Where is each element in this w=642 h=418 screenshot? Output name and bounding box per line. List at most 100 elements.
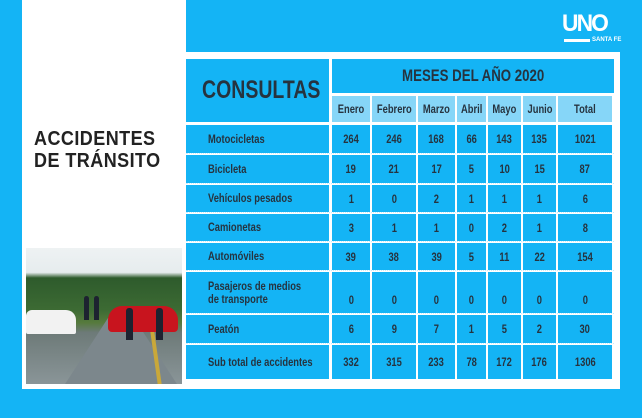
table-cell-text: 1 [348, 191, 354, 206]
top-banner [186, 0, 620, 52]
table-cell-text: 0 [433, 293, 440, 307]
table-cell: 1021 [558, 125, 612, 153]
table-cell-text: 2 [433, 191, 440, 206]
table-cell: 5 [488, 315, 521, 343]
table-cell-text: 172 [496, 355, 513, 369]
table-cell: 78 [457, 345, 486, 379]
table-cell-text: 0 [468, 293, 475, 307]
row-label-text: Pasajeros de medios de transporte [208, 278, 302, 306]
table-cell-text: 19 [345, 162, 357, 176]
logo-text: UNO [562, 10, 609, 37]
table-cell-text: 246 [386, 132, 402, 146]
accident-photo [26, 248, 182, 384]
table-cell: 66 [457, 125, 486, 153]
table-cell-text: 0 [391, 191, 397, 206]
corner-header: CONSULTAS [186, 59, 329, 122]
table-cell: 246 [372, 125, 416, 153]
table-cell-text: 0 [582, 293, 588, 307]
table-cell: 5 [457, 155, 486, 183]
corner-header-text: CONSULTAS [202, 76, 321, 104]
table-cell: 0 [457, 272, 486, 313]
table-cell: 264 [332, 125, 370, 153]
table-cell-text: 6 [582, 191, 588, 206]
table-cell-text: 1021 [574, 132, 596, 146]
title-line-2: DE TRÁNSITO [34, 150, 161, 172]
table-cell: 233 [418, 345, 455, 379]
table-cell: 1 [418, 214, 455, 241]
table-cell: 0 [418, 272, 455, 313]
table-cell-text: 21 [388, 162, 400, 176]
table-cell: 176 [523, 345, 556, 379]
infographic-title: ACCIDENTES DE TRÁNSITO [34, 128, 161, 172]
table-cell-text: 66 [466, 132, 477, 146]
table-cell-text: 8 [582, 220, 588, 235]
row-label: Automóviles [186, 243, 329, 270]
row-label-text: Camionetas [208, 220, 262, 234]
table-cell-text: 1 [536, 191, 543, 206]
table-cell: 154 [558, 243, 612, 270]
table-cell: 2 [418, 185, 455, 212]
table-cell: 1306 [558, 345, 612, 379]
table-cell: 6 [332, 315, 370, 343]
table-cell-text: 39 [431, 249, 442, 264]
table-cell: 172 [488, 345, 521, 379]
table-cell: 1 [523, 214, 556, 241]
table-cell: 1 [332, 185, 370, 212]
table-cell: 5 [457, 243, 486, 270]
table-cell: 39 [332, 243, 370, 270]
table-cell: 1 [457, 185, 486, 212]
table-cell-text: 168 [428, 132, 445, 146]
row-label-line: Pasajeros de medios [208, 278, 302, 293]
table-cell: 21 [372, 155, 416, 183]
table-cell-text: 0 [348, 293, 354, 307]
row-divider [186, 212, 614, 213]
table-cell-text: 2 [501, 220, 508, 235]
months-group-header-text: MESES DEL AÑO 2020 [401, 66, 545, 85]
table-cell-text: 11 [499, 249, 510, 264]
table-cell-text: 38 [388, 249, 400, 264]
column-header-febrero: Febrero [372, 96, 416, 122]
table-cell-text: 17 [431, 162, 442, 176]
table-cell: 143 [488, 125, 521, 153]
row-label-text: Peatón [208, 321, 240, 336]
row-label-text: Automóviles [208, 249, 265, 263]
column-header-marzo-text: Marzo [422, 102, 451, 116]
row-label: Motocicletas [186, 125, 329, 153]
column-header-total-text: Total [574, 102, 596, 116]
table-cell-text: 315 [386, 355, 402, 369]
table-cell-text: 176 [531, 355, 548, 369]
table-cell: 1 [457, 315, 486, 343]
column-header-mayo-text: Mayo [492, 102, 517, 116]
table-cell: 9 [372, 315, 416, 343]
table-cell: 0 [457, 214, 486, 241]
table-cell-text: 5 [468, 162, 475, 176]
table-cell-text: 0 [501, 293, 508, 307]
row-label: Bicicleta [186, 155, 329, 183]
table-cell: 0 [372, 272, 416, 313]
column-header-junio: Junio [523, 96, 556, 122]
table-cell: 6 [558, 185, 612, 212]
accidents-table: CONSULTAS MESES DEL AÑO 2020 Enero Febrero M… [186, 59, 614, 381]
table-cell-text: 22 [534, 249, 545, 264]
table-cell-text: 9 [391, 322, 397, 336]
table-cell: 0 [372, 185, 416, 212]
row-label: Sub total de accidentes [186, 345, 329, 379]
table-cell: 315 [372, 345, 416, 379]
column-header-abril-text: Abril [460, 102, 483, 116]
table-cell: 10 [488, 155, 521, 183]
row-label-text: Sub total de accidentes [208, 354, 313, 369]
table-cell-text: 135 [531, 132, 548, 146]
table-cell-text: 78 [466, 355, 477, 369]
table-cell: 15 [523, 155, 556, 183]
table-cell: 1 [488, 185, 521, 212]
logo-subtext: SANTA FE [592, 37, 622, 43]
table-cell: 19 [332, 155, 370, 183]
row-divider [186, 153, 614, 154]
table-cell: 0 [488, 272, 521, 313]
table-cell: 22 [523, 243, 556, 270]
table-cell: 168 [418, 125, 455, 153]
row-label: Pasajeros de medios de transporte [186, 272, 329, 313]
table-cell: 3 [332, 214, 370, 241]
table-cell-text: 15 [534, 162, 545, 176]
table-cell: 1 [372, 214, 416, 241]
